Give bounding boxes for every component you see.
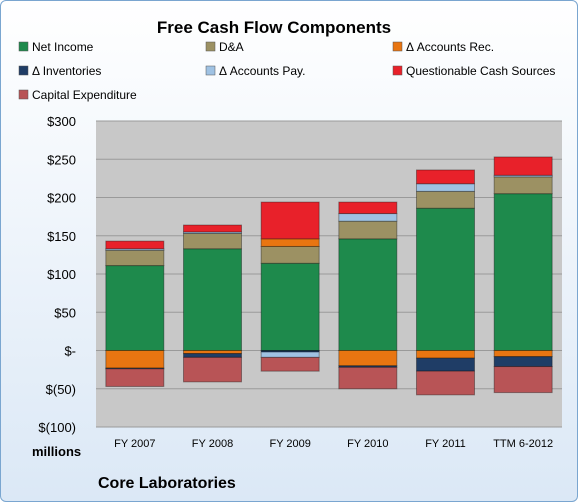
bar-segment-d-a-ttm-6-2012 (493, 176, 553, 195)
legend-label: D&A (219, 40, 244, 54)
legend-swatch (205, 41, 216, 52)
y-tick-label: $50 (54, 305, 76, 320)
bar-segment-delta-accounts-rec-ttm-6-2012 (493, 350, 553, 358)
bar-segment-delta-accounts-pay-fy-2009 (260, 351, 320, 358)
bar-segment-capital-expenditure-fy-2009 (260, 356, 320, 372)
bar-segment-d-a-fy-2008 (183, 232, 242, 250)
bar-segment-net-income-ttm-6-2012 (493, 193, 553, 351)
bar-segment-delta-inventories-fy-2011 (416, 357, 475, 372)
bar-segment-delta-inventories-fy-2008 (183, 353, 242, 358)
bar-segment-net-income-fy-2008 (183, 248, 242, 352)
bar-segment-delta-accounts-pay-fy-2011 (416, 183, 475, 192)
y-tick-label: $150 (47, 229, 76, 244)
legend-item-delta-accounts-pay: Δ Accounts Pay. (205, 64, 306, 78)
bar-segment-capital-expenditure-fy-2011 (416, 370, 475, 396)
bar-segment-capital-expenditure-ttm-6-2012 (493, 366, 553, 394)
legend-label: Δ Accounts Rec. (406, 40, 494, 54)
legend-item-capital-expenditure: Capital Expenditure (18, 88, 137, 102)
bar-segment-delta-accounts-pay-fy-2008 (183, 231, 242, 234)
bar-segment-d-a-fy-2009 (260, 245, 320, 264)
legend-label: Questionable Cash Sources (406, 64, 555, 78)
legend-item-net-income: Net Income (18, 40, 94, 54)
bar-segment-delta-accounts-pay-fy-2007 (105, 248, 165, 251)
bar-segment-d-a-fy-2007 (105, 249, 165, 267)
legend-swatch (18, 89, 29, 100)
bar-segment-net-income-fy-2007 (105, 265, 165, 351)
bar-segment-questionable-cash-sources-fy-2008 (183, 224, 242, 233)
legend-label: Δ Inventories (32, 64, 101, 78)
unit-label: millions (32, 444, 81, 459)
legend-item-delta-inventories: Δ Inventories (18, 64, 101, 78)
x-tick-label: FY 2009 (269, 438, 310, 450)
y-tick-label: $200 (47, 191, 76, 206)
bar-segment-net-income-fy-2011 (416, 207, 475, 351)
bars (105, 156, 553, 396)
gridlines (96, 120, 562, 428)
y-tick-label: $- (64, 344, 76, 359)
bar-segment-capital-expenditure-fy-2007 (105, 368, 165, 387)
bar-segment-delta-accounts-rec-fy-2011 (416, 350, 475, 359)
bar-segment-questionable-cash-sources-fy-2009 (260, 201, 320, 240)
bar-segment-capital-expenditure-fy-2008 (183, 356, 242, 383)
y-tick-label: $(50) (46, 382, 76, 397)
legend-swatch (205, 65, 216, 76)
legend-swatch (392, 65, 403, 76)
legend-swatch (18, 41, 29, 52)
bar-segment-delta-accounts-rec-fy-2007 (105, 350, 165, 369)
legend: Net Income D&A Δ Accounts Rec. Δ Inventorie… (18, 40, 555, 102)
x-tick-label: FY 2007 (114, 438, 155, 450)
x-tick-label: FY 2011 (425, 438, 466, 450)
bar-segment-delta-accounts-rec-fy-2009 (260, 238, 320, 247)
footer-label: Core Laboratories (98, 475, 236, 492)
x-tick-label: TTM 6-2012 (493, 438, 553, 450)
legend-item-questionable-cash-sources: Questionable Cash Sources (392, 64, 555, 78)
x-tick-label: FY 2010 (347, 438, 388, 450)
legend-swatch (392, 41, 403, 52)
legend-label: Δ Accounts Pay. (219, 64, 306, 78)
legend-label: Net Income (32, 40, 94, 54)
bar-segment-delta-accounts-rec-fy-2010 (338, 350, 398, 367)
x-axis-ticks: FY 2007 FY 2008 FY 2009 FY 2010 FY 2011 TTM 6… (114, 438, 553, 450)
bar-segment-questionable-cash-sources-ttm-6-2012 (493, 156, 553, 176)
y-tick-label: $100 (47, 267, 76, 282)
y-axis-ticks: $300 $250 $200 $150 $100 $50 $- $(50) $(100) (38, 114, 76, 435)
legend-item-d-a: D&A (205, 40, 244, 54)
bar-segment-net-income-fy-2010 (338, 238, 398, 351)
y-tick-label: $300 (47, 114, 76, 129)
bar-segment-questionable-cash-sources-fy-2011 (416, 169, 475, 185)
bar-segment-capital-expenditure-fy-2010 (338, 366, 398, 390)
bar-segment-delta-inventories-ttm-6-2012 (493, 356, 553, 368)
legend-swatch (18, 65, 29, 76)
chart-title: Free Cash Flow Components (157, 18, 391, 37)
bar-segment-questionable-cash-sources-fy-2007 (105, 240, 165, 250)
bar-segment-d-a-fy-2010 (338, 220, 398, 240)
bar-segment-questionable-cash-sources-fy-2010 (338, 201, 398, 215)
bar-segment-delta-accounts-pay-fy-2010 (338, 213, 398, 222)
bar-segment-d-a-fy-2011 (416, 190, 475, 209)
y-tick-label: $250 (47, 152, 76, 167)
bar-segment-net-income-fy-2009 (260, 262, 320, 352)
legend-item-delta-accounts-rec: Δ Accounts Rec. (392, 40, 494, 54)
x-tick-label: FY 2008 (192, 438, 233, 450)
legend-label: Capital Expenditure (32, 88, 137, 102)
y-tick-label: $(100) (38, 420, 76, 435)
